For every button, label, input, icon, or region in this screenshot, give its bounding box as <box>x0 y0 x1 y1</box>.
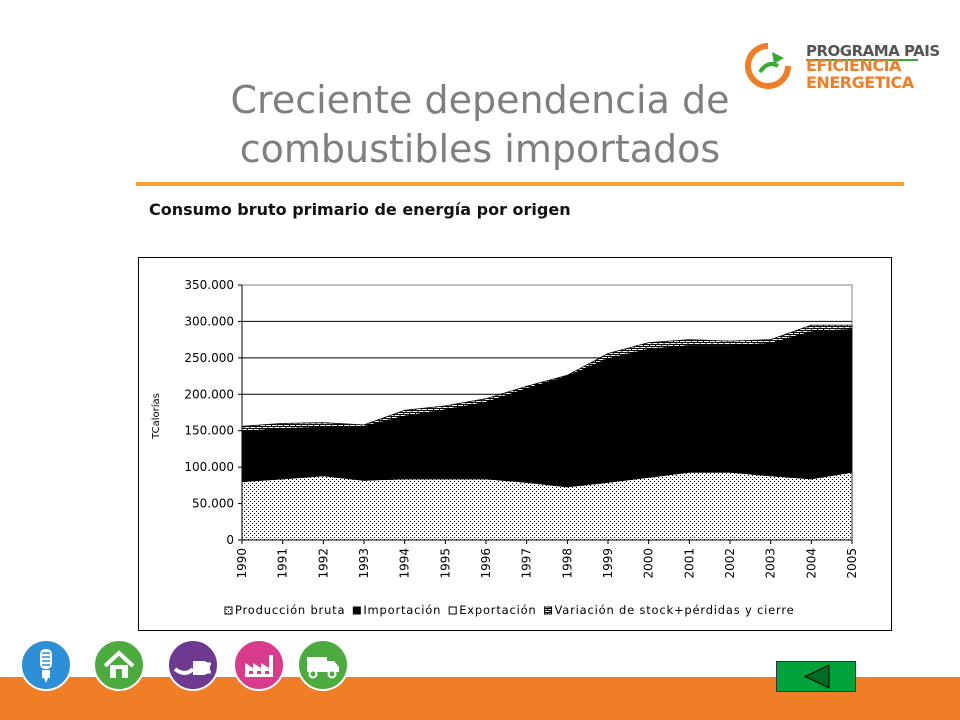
x-tick-label: 2003 <box>764 548 778 579</box>
chart-frame: 0 50.000 100.000 150.000 200.000 250.000 300.0… <box>138 257 892 631</box>
factory-icon <box>233 639 285 691</box>
chart-subtitle: Consumo bruto primario de energía por or… <box>149 200 571 219</box>
legend-swatch <box>352 606 361 615</box>
logo-line-2: EFICIENCIA <box>806 56 901 75</box>
logo-ring-icon <box>745 43 791 89</box>
slide-title: Creciente dependencia de combustibles im… <box>230 78 730 171</box>
truck-icon <box>297 639 349 691</box>
house-nav-button[interactable] <box>93 639 145 691</box>
lamp-nav-button[interactable] <box>20 639 72 691</box>
legend-swatch <box>544 606 553 615</box>
logo-line-1: PROGRAMA PAIS <box>806 42 940 60</box>
legend-swatch <box>448 606 457 615</box>
legend-label: Producción bruta <box>235 603 345 617</box>
x-tick-label: 1996 <box>479 548 493 579</box>
stacked-area-chart: 0 50.000 100.000 150.000 200.000 250.000 300.0… <box>150 278 859 617</box>
lamp-icon <box>20 639 72 691</box>
y-tick-label: 250.000 <box>184 351 234 365</box>
x-tick-label: 2000 <box>642 548 656 579</box>
plug-icon <box>167 639 219 691</box>
area-series-4 <box>241 324 853 432</box>
x-tick-label: 1997 <box>520 548 534 579</box>
legend-swatch <box>224 606 233 615</box>
x-tick-label: 1990 <box>235 548 249 579</box>
x-tick-label: 2001 <box>682 548 696 579</box>
y-tick-label: 200.000 <box>184 387 234 401</box>
house-icon <box>93 639 145 691</box>
factory-nav-button[interactable] <box>233 639 285 691</box>
logo-line-3: ENERGETICA <box>806 73 914 92</box>
legend-label: Variación de stock+pérdidas y cierre <box>555 603 795 617</box>
programa-pais-logo: PROGRAMA PAIS EFICIENCIA ENERGETICA <box>742 40 940 96</box>
plug-nav-button[interactable] <box>167 639 219 691</box>
back-button[interactable] <box>776 661 856 692</box>
y-tick-label: 150.000 <box>184 424 234 438</box>
y-axis-ticks: 0 50.000 100.000 150.000 200.000 250.000 300.0… <box>184 278 242 547</box>
y-axis-label: TCalorías <box>150 393 162 440</box>
chart-legend: Producción bruta Importación Exportación Va… <box>224 603 795 617</box>
legend-label: Importación <box>363 603 441 617</box>
truck-nav-button[interactable] <box>297 639 349 691</box>
x-tick-label: 2002 <box>723 548 737 579</box>
x-tick-label: 2004 <box>804 548 818 579</box>
x-tick-label: 1993 <box>357 548 371 579</box>
y-tick-label: 300.000 <box>184 314 234 328</box>
x-tick-label: 2005 <box>845 548 859 579</box>
x-tick-label: 1992 <box>316 548 330 579</box>
x-tick-label: 1999 <box>601 548 615 579</box>
area-series <box>241 324 853 541</box>
legend-label: Exportación <box>459 603 536 617</box>
y-tick-label: 0 <box>226 533 234 547</box>
x-tick-label: 1995 <box>438 548 452 579</box>
x-tick-label: 1998 <box>560 548 574 579</box>
x-axis-ticks: 1990 1991 1992 1993 1994 1995 1996 1997 1998 1999… <box>235 540 859 579</box>
title-divider <box>136 182 904 186</box>
axes <box>241 285 852 541</box>
x-tick-label: 1991 <box>276 548 290 579</box>
y-tick-label: 100.000 <box>184 460 234 474</box>
x-tick-label: 1994 <box>398 548 412 579</box>
y-tick-label: 50.000 <box>192 497 234 511</box>
logo-underline <box>806 59 918 61</box>
y-tick-label: 350.000 <box>184 278 234 292</box>
back-arrow-icon <box>803 664 830 689</box>
